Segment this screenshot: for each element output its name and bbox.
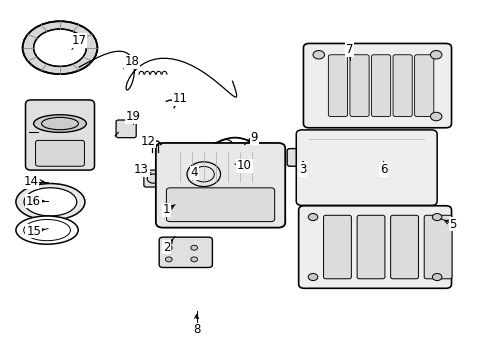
- FancyBboxPatch shape: [166, 188, 274, 222]
- FancyBboxPatch shape: [116, 120, 136, 138]
- Circle shape: [165, 245, 172, 250]
- Text: 2: 2: [163, 240, 170, 253]
- Text: 7: 7: [346, 43, 353, 56]
- Text: 12: 12: [140, 135, 155, 148]
- FancyBboxPatch shape: [303, 44, 450, 128]
- Ellipse shape: [34, 115, 86, 132]
- Text: 15: 15: [26, 225, 41, 238]
- FancyBboxPatch shape: [392, 55, 411, 117]
- Text: 11: 11: [172, 93, 187, 105]
- FancyBboxPatch shape: [25, 100, 94, 170]
- Circle shape: [431, 213, 441, 221]
- Text: 16: 16: [26, 195, 41, 208]
- FancyBboxPatch shape: [143, 170, 163, 187]
- Ellipse shape: [22, 21, 97, 74]
- Text: 18: 18: [124, 55, 139, 68]
- FancyBboxPatch shape: [286, 149, 319, 166]
- FancyBboxPatch shape: [296, 130, 436, 206]
- Circle shape: [429, 50, 441, 59]
- Circle shape: [190, 245, 197, 250]
- Text: 8: 8: [192, 323, 200, 337]
- Ellipse shape: [16, 216, 78, 244]
- FancyBboxPatch shape: [424, 215, 451, 279]
- FancyBboxPatch shape: [328, 55, 347, 117]
- Ellipse shape: [24, 188, 77, 216]
- Text: 6: 6: [379, 163, 386, 176]
- Circle shape: [312, 50, 324, 59]
- Text: 5: 5: [448, 217, 456, 231]
- Text: 10: 10: [237, 159, 251, 172]
- Text: 9: 9: [250, 131, 257, 144]
- Circle shape: [307, 274, 317, 280]
- Circle shape: [307, 213, 317, 221]
- FancyBboxPatch shape: [227, 155, 246, 165]
- FancyBboxPatch shape: [159, 237, 212, 267]
- FancyBboxPatch shape: [414, 55, 433, 117]
- Text: 17: 17: [72, 34, 86, 47]
- FancyBboxPatch shape: [390, 215, 418, 279]
- Ellipse shape: [34, 29, 86, 66]
- Text: 19: 19: [125, 110, 141, 123]
- Circle shape: [190, 257, 197, 262]
- FancyBboxPatch shape: [349, 55, 368, 117]
- FancyBboxPatch shape: [323, 215, 351, 279]
- Circle shape: [431, 274, 441, 280]
- Text: 3: 3: [299, 163, 306, 176]
- Circle shape: [190, 146, 211, 161]
- FancyBboxPatch shape: [356, 215, 384, 279]
- Text: 14: 14: [24, 175, 39, 188]
- FancyBboxPatch shape: [371, 55, 390, 117]
- FancyBboxPatch shape: [298, 206, 450, 288]
- Text: 13: 13: [134, 163, 149, 176]
- FancyBboxPatch shape: [36, 140, 84, 166]
- Circle shape: [429, 112, 441, 121]
- Circle shape: [165, 257, 172, 262]
- Text: 1: 1: [163, 203, 170, 216]
- Text: 4: 4: [190, 166, 198, 179]
- Ellipse shape: [16, 184, 85, 220]
- FancyBboxPatch shape: [156, 143, 285, 228]
